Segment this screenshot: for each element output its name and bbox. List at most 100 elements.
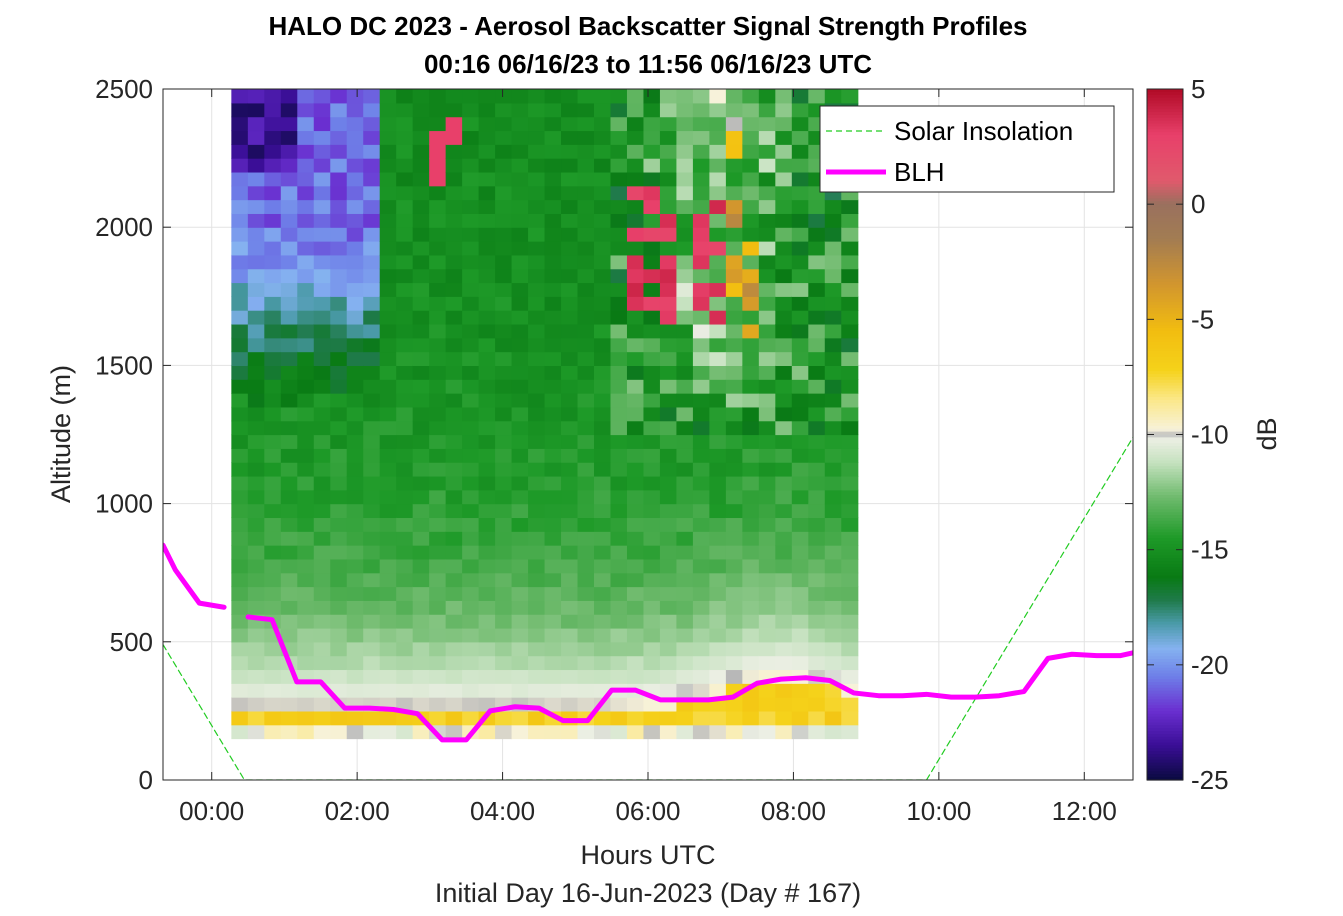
heatmap-cell (659, 724, 678, 740)
heatmap-cell (346, 627, 364, 643)
heatmap-cell (445, 600, 463, 615)
heatmap-cell (659, 406, 678, 422)
heatmap-cell (412, 116, 430, 132)
heatmap-cell (775, 310, 793, 325)
heatmap-cell (412, 241, 430, 256)
heatmap-cell (610, 434, 628, 449)
heatmap-cell (709, 600, 727, 615)
heatmap-cell (528, 406, 546, 422)
heatmap-cell (280, 227, 298, 242)
heatmap-cell (379, 158, 397, 173)
heatmap-cell (363, 365, 381, 380)
heatmap-cell (775, 545, 793, 560)
heatmap-cell (676, 254, 694, 270)
heatmap-cell (429, 600, 447, 615)
heatmap-cell (297, 282, 315, 297)
colorbar-cell (1147, 422, 1183, 427)
colorbar-cell (1147, 633, 1183, 637)
heatmap-cell (626, 627, 645, 643)
heatmap-cell (462, 241, 480, 256)
heatmap-cell (330, 227, 348, 242)
heatmap-cell (775, 144, 793, 159)
heatmap-cell (363, 475, 381, 491)
heatmap-cell (396, 462, 414, 477)
heatmap-cell (264, 600, 282, 615)
heatmap-cell (824, 282, 842, 297)
heatmap-cell (528, 227, 546, 242)
heatmap-cell (445, 365, 463, 380)
heatmap-cell (363, 655, 381, 671)
heatmap-cell (577, 683, 595, 698)
heatmap-cell (692, 351, 710, 366)
heatmap-cell (330, 614, 348, 629)
colorbar-cell (1147, 276, 1183, 280)
heatmap-cell (659, 213, 678, 228)
heatmap-cell (247, 627, 265, 643)
heatmap-cell (379, 102, 397, 118)
heatmap-cell (594, 241, 612, 256)
heatmap-cell (511, 489, 529, 505)
heatmap-cell (577, 655, 595, 671)
heatmap-cell (478, 614, 496, 629)
heatmap-cell (692, 241, 710, 256)
heatmap-cell (379, 393, 397, 408)
heatmap-cell (247, 130, 265, 145)
heatmap-cell (363, 434, 381, 449)
heatmap-cell (544, 669, 562, 684)
heatmap-cell (775, 282, 793, 297)
heatmap-cell (528, 254, 546, 270)
heatmap-cell (396, 655, 414, 671)
heatmap-cell (528, 531, 546, 546)
heatmap-cell (824, 697, 842, 712)
heatmap-cell (231, 199, 249, 214)
heatmap-cell (445, 614, 463, 629)
heatmap-cell (577, 614, 595, 629)
heatmap-cell (528, 489, 546, 505)
heatmap-cell (313, 282, 331, 297)
heatmap-cell (412, 144, 430, 159)
colorbar-cell (1147, 587, 1183, 591)
heatmap-cell (429, 323, 447, 339)
heatmap-cell (330, 365, 348, 380)
heatmap-cell (676, 683, 694, 698)
heatmap-cell (478, 669, 496, 684)
heatmap-cell (445, 669, 463, 684)
heatmap-cell (758, 572, 776, 588)
heatmap-cell (297, 406, 315, 422)
heatmap-cell (692, 379, 710, 394)
heatmap-cell (742, 669, 760, 684)
heatmap-cell (659, 268, 678, 284)
heatmap-cell (445, 268, 463, 284)
heatmap-cell (561, 406, 579, 422)
heatmap-cell (775, 558, 793, 574)
heatmap-cell (775, 199, 793, 214)
heatmap-cell (396, 351, 414, 366)
heatmap-cell (396, 669, 414, 684)
heatmap-cell (478, 503, 496, 519)
heatmap-cell (725, 365, 743, 380)
heatmap-cell (791, 323, 809, 339)
heatmap-cell (610, 365, 628, 380)
heatmap-cell (709, 517, 727, 532)
heatmap-cell (725, 254, 743, 270)
heatmap-cell (808, 724, 826, 740)
heatmap-cell (841, 655, 859, 671)
heatmap-cell (429, 558, 447, 574)
heatmap-cell (478, 724, 496, 740)
colorbar-cell (1147, 762, 1183, 767)
heatmap-cell (396, 586, 414, 601)
heatmap-cell (841, 531, 859, 546)
heatmap-cell (725, 185, 743, 201)
colorbar-cell (1147, 402, 1183, 407)
heatmap-cell (659, 393, 678, 408)
heatmap-cell (676, 724, 694, 740)
colorbar-cell (1147, 221, 1183, 225)
heatmap-cell (445, 697, 463, 712)
heatmap-cell (396, 379, 414, 394)
heatmap-cell (297, 365, 315, 380)
colorbar-cell (1147, 742, 1183, 747)
heatmap-cell (462, 462, 480, 477)
heatmap-cell (577, 558, 595, 574)
heatmap-cell (594, 254, 612, 270)
heatmap-cell (462, 268, 480, 284)
